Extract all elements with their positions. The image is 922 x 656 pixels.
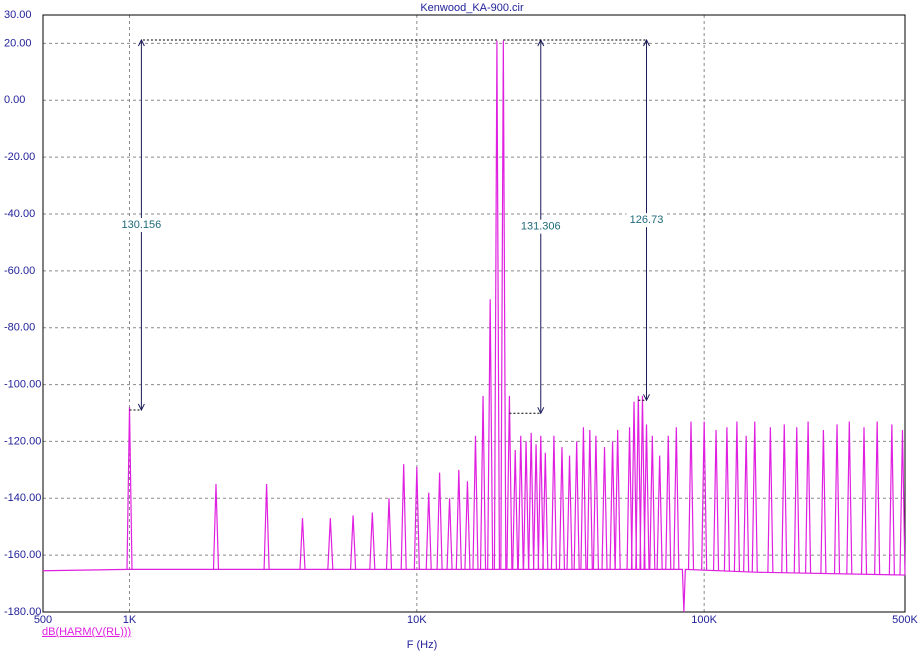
spectral-line [639,395,646,570]
annotation-bg [626,213,667,228]
spectral-line [874,421,881,575]
spectral-line [532,444,540,570]
spectral-line [609,441,616,570]
spectral-line [601,447,608,570]
spectral-line [630,401,638,570]
spectral-line [899,430,906,576]
spectral-line [656,455,663,570]
spectral-line [542,452,549,570]
spectral-line [385,498,393,570]
x-tick-label: 1K [123,614,137,626]
spectral-line [512,449,519,570]
spectral-line [517,435,524,570]
spectral-line [528,432,535,570]
spectral-line [299,518,306,570]
spectral-line [643,424,650,570]
spectral-line [767,427,774,573]
spectral-line [537,435,544,570]
spectral-line [649,435,656,570]
spectral-line [566,455,573,570]
y-tick-label: -80.00 [4,322,35,334]
spectral-line [506,395,513,570]
spectral-line [804,421,812,574]
y-tick-label: 0.00 [4,94,25,106]
y-tick-label: -20.00 [4,151,35,163]
spectral-line [550,435,558,570]
spectral-line [522,441,530,570]
spectral-line [212,484,220,570]
x-axis-label: F (Hz) [407,639,438,651]
spectral-line [500,40,507,570]
spectral-line [635,395,642,570]
spectral-line [614,430,621,570]
dimension-arrow [643,38,650,47]
spectral-line [479,395,487,570]
y-tick-label: -40.00 [4,208,35,220]
legend-label: dB(HARM(V(RL))) [42,626,131,638]
spectral-line [592,435,600,570]
chart-title: Kenwood_KA-900.cir [420,2,524,14]
y-tick-label: 20.00 [4,37,32,49]
spectral-line [751,421,758,573]
spectral-line [580,427,587,570]
spectral-line [327,518,334,570]
x-tick-label: 10K [407,614,427,626]
y-tick-label: -120.00 [4,435,41,447]
spectral-line [701,421,708,571]
y-tick-label: -100.00 [4,378,41,390]
spectral-line [464,481,471,570]
spectral-line [263,484,270,570]
noise-floor [42,568,906,613]
y-tick-label: 30.00 [4,9,32,21]
annotation-label: 131.306 [521,221,561,233]
spectral-line [833,424,841,574]
spectral-line [586,430,593,570]
spectral-line [733,421,741,572]
spectral-line [687,421,695,570]
plot-border [42,14,906,613]
spectral-line [413,466,420,570]
spectral-line [743,435,750,572]
spectral-line [369,512,376,570]
spectral-line [781,424,788,573]
spectral-line [888,424,895,575]
spectral-line [673,427,680,570]
spectral-line [487,299,494,570]
spectral-line [626,427,633,570]
dimension-arrow [137,38,145,47]
y-tick-label: -160.00 [4,549,41,561]
x-tick-label: 500K [892,614,918,626]
spectral-line [723,427,731,572]
annotation-bg [121,218,162,233]
y-tick-label: -60.00 [4,265,35,277]
spectral-line [455,469,462,570]
spectral-line [820,430,827,574]
spectral-line [436,472,443,570]
x-tick-label: 100K [691,614,717,626]
dimension-arrow [137,403,145,412]
spectral-line [793,427,800,574]
spectral-line [665,435,672,570]
spectral-line [425,492,432,570]
spectral-line [860,427,868,575]
spectral-line [349,515,357,570]
dimension-arrow [537,407,545,415]
annotation-label: 126.73 [630,214,664,226]
spectral-line [126,407,133,570]
annotation-label: 130.156 [122,219,162,231]
spectral-line [846,421,853,574]
spectral-line [472,435,479,570]
x-tick-label: 500 [34,614,52,626]
y-tick-label: -180.00 [4,606,41,618]
spectral-line [493,40,501,570]
spectral-line [400,464,407,570]
spectral-line [712,430,720,571]
spectral-line [446,498,453,570]
annotation-bg [520,219,561,234]
spectral-line [558,447,566,570]
y-tick-label: -140.00 [4,492,41,504]
spectral-line [573,441,580,570]
